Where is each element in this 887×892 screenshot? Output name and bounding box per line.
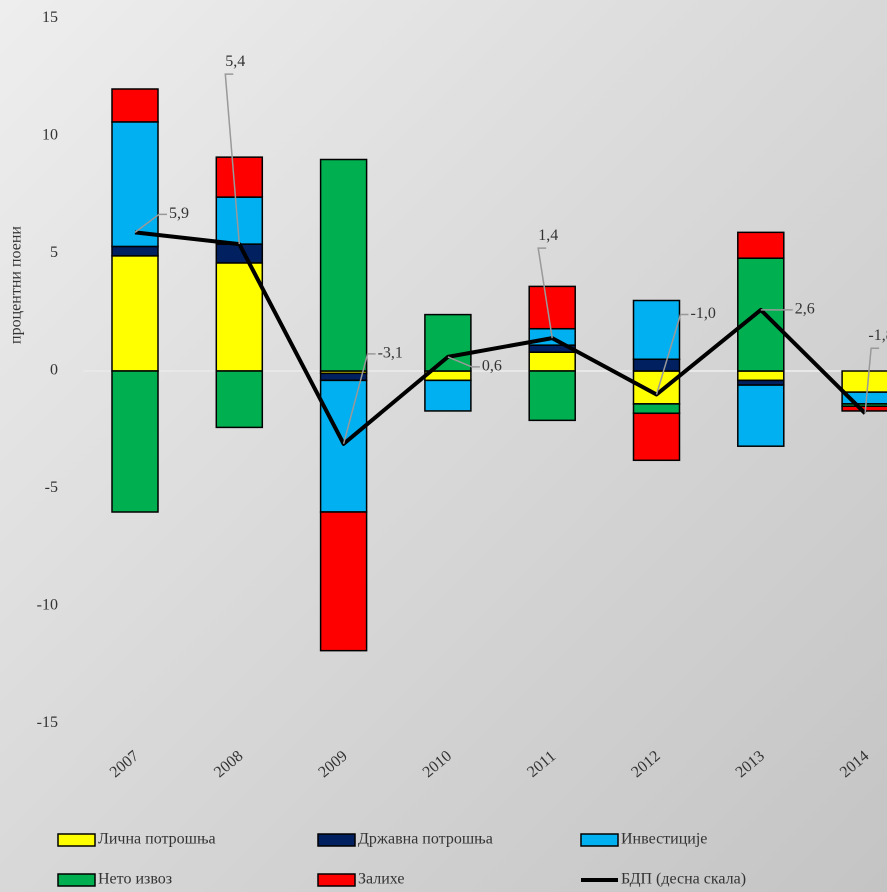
bar-segment (528, 351, 576, 372)
data-label: -3,1 (378, 345, 403, 362)
legend-label: Државна потрошња (358, 831, 493, 848)
legend-label: Инвестиције (621, 831, 707, 848)
label-leader (655, 313, 689, 395)
y-tick-label: 0 (50, 362, 58, 379)
bar-segment (111, 370, 159, 513)
bar-segment (424, 379, 472, 412)
y-tick-label: -10 (37, 597, 58, 614)
y-tick-label: -5 (45, 479, 58, 496)
bar-segment (215, 156, 264, 198)
label-leader (864, 347, 880, 414)
bar-segment (111, 88, 159, 123)
bar-segment (632, 358, 681, 372)
data-label: 0,6 (482, 358, 502, 375)
data-label: 2,6 (795, 301, 815, 318)
legend-label: Залихе (358, 871, 405, 888)
data-label: 1,4 (538, 227, 558, 244)
label-leader (537, 247, 553, 339)
bar-segment (319, 511, 368, 652)
label-leader (134, 213, 167, 233)
legend-swatch (57, 833, 96, 847)
data-label: -1,8 (868, 327, 887, 344)
bar-segment (737, 384, 785, 447)
y-tick-label: 15 (42, 9, 58, 26)
bar-segment (215, 262, 264, 372)
legend-swatch (317, 873, 356, 887)
bar-segment (111, 255, 159, 372)
legend-label: Лична потрошња (98, 831, 216, 848)
bar-segment (424, 313, 472, 372)
bar-segment (737, 231, 785, 259)
bar-segment (319, 158, 368, 372)
data-label: 5,4 (225, 53, 245, 70)
bar-segment (319, 372, 368, 382)
y-tick-label: -15 (37, 714, 58, 731)
bar-segment (737, 370, 785, 382)
legend-swatch (580, 833, 619, 847)
gdp-line (134, 230, 867, 446)
bar-segment (215, 370, 264, 429)
bar-segment (319, 379, 368, 513)
y-tick-label: 10 (42, 127, 58, 144)
bar-segment (111, 121, 159, 248)
bar-segment (632, 403, 681, 415)
bar-segment (632, 299, 681, 360)
bar-segment (841, 370, 887, 393)
bar-segment (528, 370, 576, 422)
bar-segment (528, 285, 576, 330)
legend-label: Нето извоз (98, 871, 172, 888)
legend-swatch (317, 833, 356, 847)
label-leader (342, 353, 376, 445)
y-tick-label: 5 (50, 244, 58, 261)
label-leader (224, 73, 241, 245)
bar-segment (111, 245, 159, 257)
data-label: 5,9 (169, 205, 189, 222)
label-leader (447, 356, 480, 368)
legend-label: БДП (десна скала) (621, 871, 746, 888)
y-axis-label: процентни поени (8, 226, 25, 344)
legend-swatch (57, 873, 96, 887)
data-label: -1,0 (691, 305, 716, 322)
bar-segment (737, 257, 785, 372)
bar-segment (632, 412, 681, 462)
